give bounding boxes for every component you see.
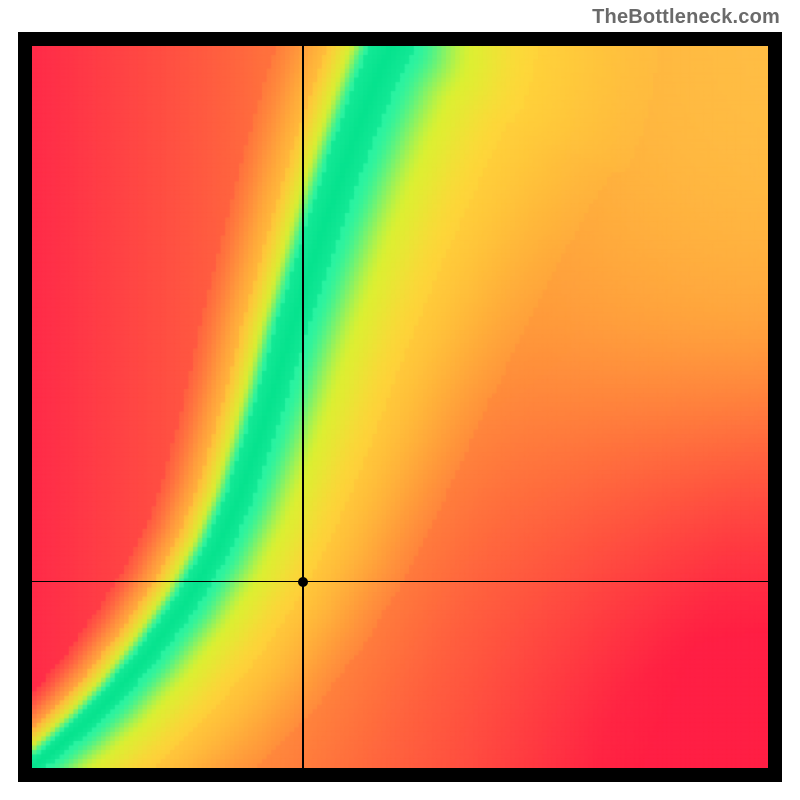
heatmap-canvas — [32, 46, 768, 768]
chart-container: { "meta": { "watermark": "TheBottleneck.… — [0, 0, 800, 800]
crosshair-vertical — [302, 46, 303, 768]
crosshair-horizontal — [32, 581, 768, 582]
heatmap-plot-area — [32, 46, 768, 768]
crosshair-marker — [298, 577, 308, 587]
watermark-text: TheBottleneck.com — [592, 6, 780, 29]
